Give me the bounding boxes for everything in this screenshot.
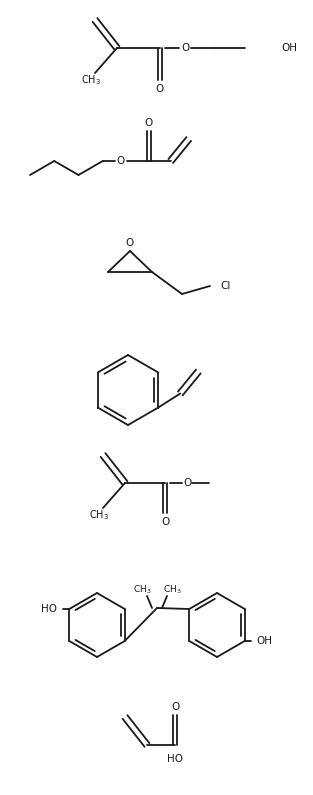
Text: O: O	[183, 478, 191, 488]
Text: HO: HO	[167, 754, 183, 764]
Text: O: O	[156, 84, 164, 94]
Text: O: O	[145, 118, 153, 128]
Text: O: O	[161, 517, 169, 527]
Text: CH$_3$: CH$_3$	[81, 73, 101, 87]
Text: CH$_3$: CH$_3$	[163, 584, 181, 596]
Text: O: O	[126, 238, 134, 248]
Text: O: O	[117, 156, 125, 166]
Text: Cl: Cl	[220, 281, 230, 291]
Text: CH$_3$: CH$_3$	[89, 508, 109, 522]
Text: O: O	[181, 43, 189, 53]
Text: OH: OH	[281, 43, 297, 53]
Text: OH: OH	[257, 636, 273, 646]
Text: CH$_3$: CH$_3$	[133, 584, 151, 596]
Text: HO: HO	[41, 604, 57, 614]
Text: O: O	[171, 702, 179, 712]
